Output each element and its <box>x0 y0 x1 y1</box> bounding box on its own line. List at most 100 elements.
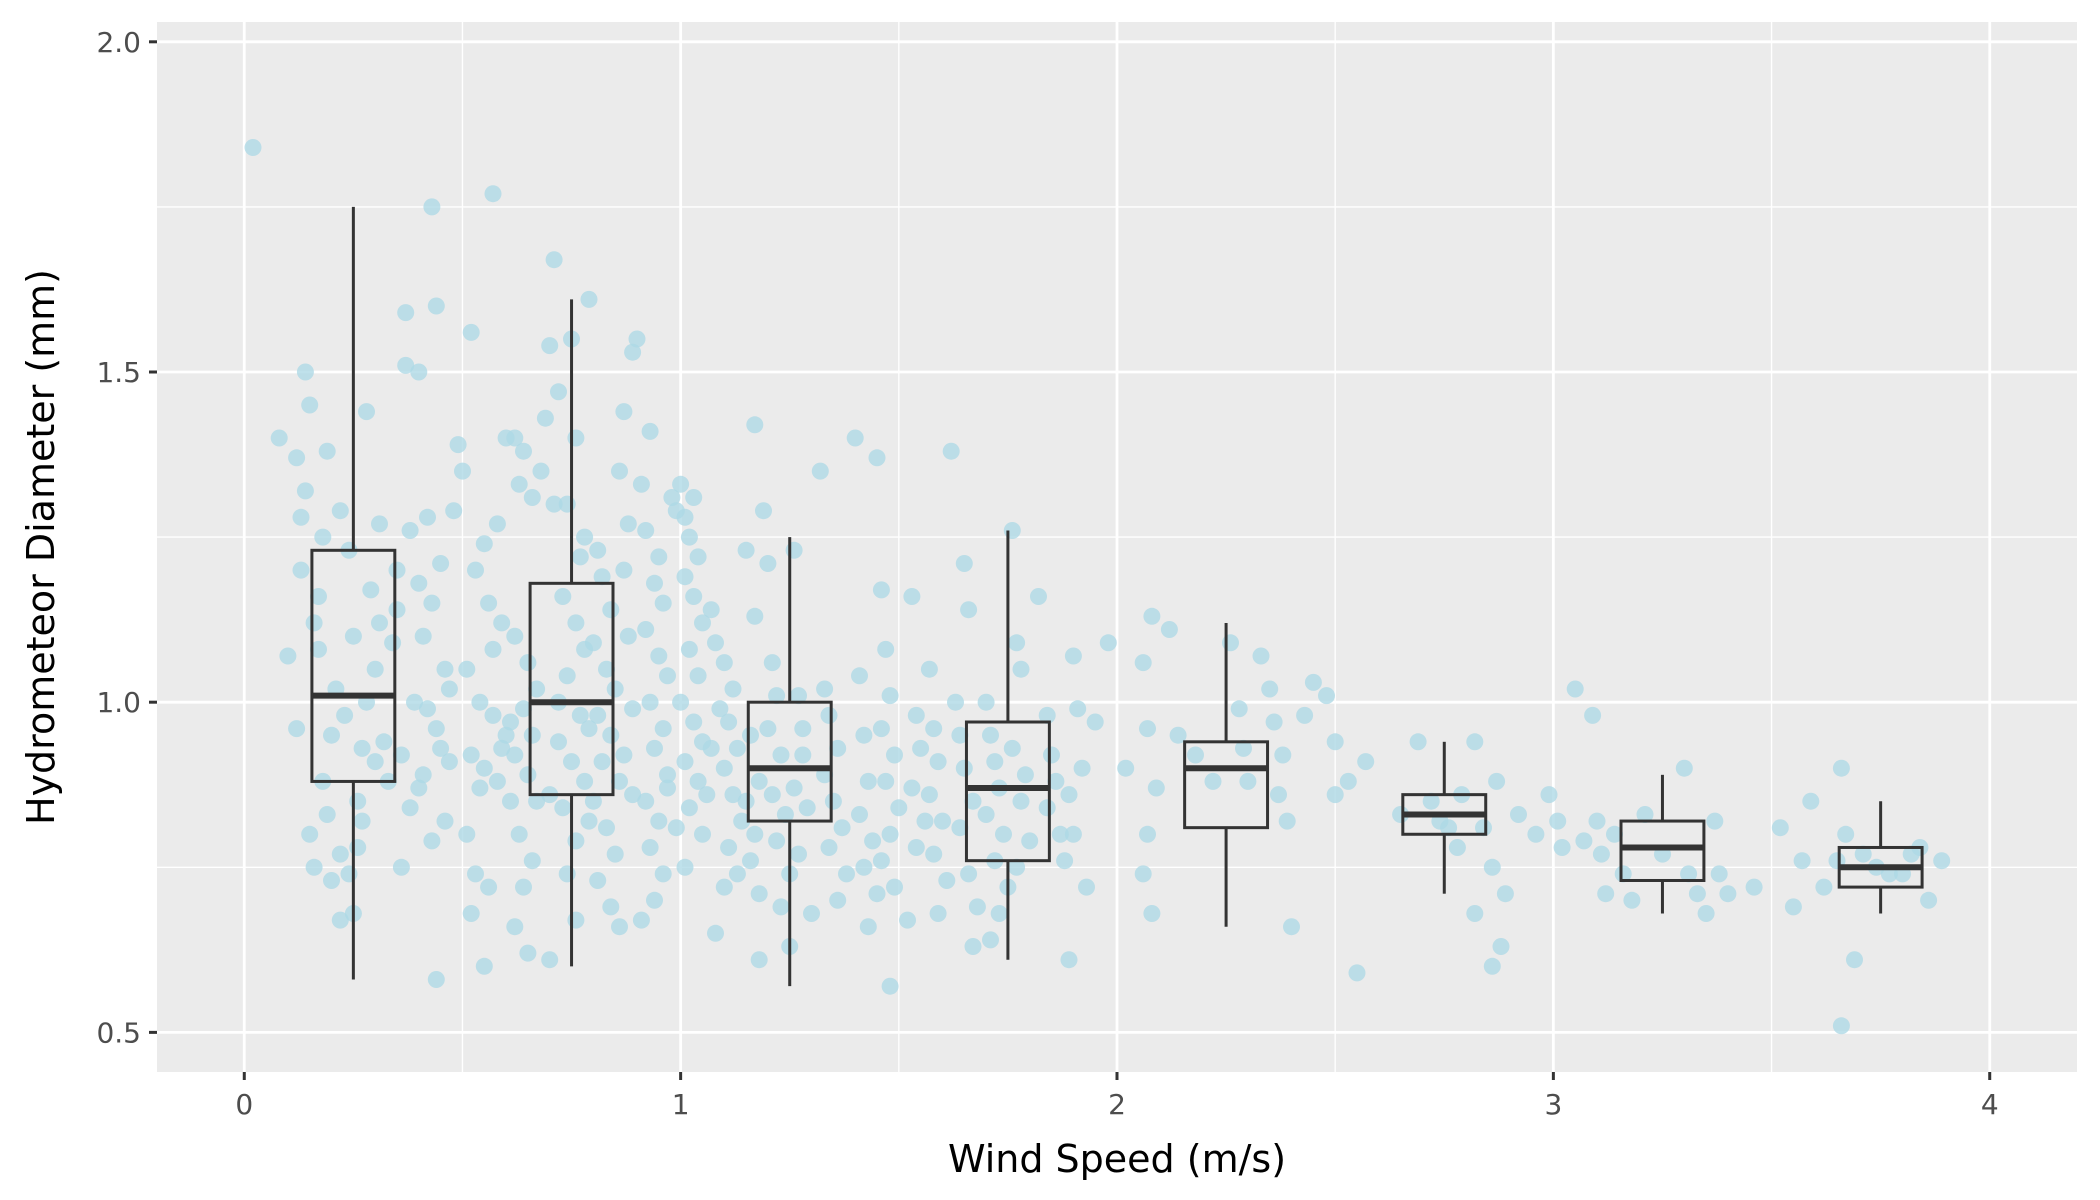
data-point <box>323 872 340 889</box>
data-point <box>567 614 585 632</box>
data-point <box>589 872 607 889</box>
data-point <box>872 852 890 870</box>
data-point <box>611 462 628 480</box>
data-point <box>1719 885 1737 903</box>
data-point <box>480 878 498 896</box>
data-point <box>742 852 759 870</box>
data-point <box>598 819 615 837</box>
data-point <box>1920 891 1938 909</box>
data-point <box>995 825 1012 843</box>
data-point <box>728 739 746 757</box>
data-point <box>423 198 441 216</box>
data-point <box>310 588 327 605</box>
data-point <box>510 825 528 843</box>
data-point <box>667 819 685 837</box>
data-point <box>663 489 681 506</box>
data-point <box>872 581 890 599</box>
data-point <box>340 865 358 883</box>
data-point <box>1392 806 1410 823</box>
data-point <box>672 475 690 493</box>
data-point <box>432 739 450 757</box>
data-point <box>1051 825 1069 843</box>
data-point <box>951 819 969 837</box>
data-point <box>772 746 790 764</box>
boxplot <box>1183 622 1270 927</box>
data-point <box>344 627 362 645</box>
box-iqr <box>310 548 397 783</box>
data-point <box>1060 951 1078 969</box>
data-point <box>746 416 764 434</box>
data-point <box>310 640 327 658</box>
data-point <box>580 812 598 830</box>
data-point <box>462 746 480 764</box>
data-point <box>654 594 672 612</box>
data-point <box>550 383 567 401</box>
data-point <box>523 489 541 506</box>
data-point <box>838 865 855 883</box>
data-point <box>523 852 541 870</box>
data-point <box>1614 865 1632 883</box>
data-point <box>488 772 506 790</box>
data-point <box>541 337 559 355</box>
data-point <box>1549 812 1567 830</box>
data-point <box>707 924 724 942</box>
data-point <box>366 753 384 771</box>
data-point <box>296 363 314 381</box>
data-point <box>515 700 532 718</box>
data-point <box>305 614 323 632</box>
data-point <box>689 548 707 566</box>
data-point <box>1697 905 1715 922</box>
data-point <box>318 442 336 460</box>
data-point <box>584 792 602 810</box>
data-point <box>1222 634 1239 652</box>
data-point <box>715 654 733 672</box>
data-point <box>392 746 410 764</box>
y-axis: 0.5 1.0 1.5 2.0 <box>96 26 157 1049</box>
data-point <box>353 812 371 830</box>
data-point <box>768 687 786 705</box>
data-point <box>1283 918 1300 936</box>
y-tick-label: 0.5 <box>96 1016 141 1049</box>
data-point <box>1016 766 1034 784</box>
data-point <box>619 515 637 533</box>
data-point <box>440 680 458 698</box>
data-point <box>702 739 720 757</box>
data-point <box>816 680 834 698</box>
data-point <box>737 541 755 559</box>
data-point <box>864 832 882 850</box>
data-point <box>694 825 711 843</box>
data-point <box>811 462 829 480</box>
data-point <box>510 475 528 493</box>
data-point <box>1252 647 1270 665</box>
data-point <box>641 693 659 711</box>
x-tick-label: 2 <box>1108 1088 1126 1121</box>
data-point <box>244 139 262 156</box>
data-point <box>680 799 698 817</box>
data-point <box>423 594 441 612</box>
data-point <box>305 858 323 876</box>
data-point <box>1854 845 1872 863</box>
data-point <box>602 601 620 619</box>
data-point <box>646 574 663 592</box>
data-point <box>925 720 943 738</box>
data-point <box>632 911 650 929</box>
data-point <box>1274 746 1292 764</box>
data-point <box>528 792 546 810</box>
data-point <box>1575 832 1593 850</box>
data-point <box>427 971 445 988</box>
data-point <box>877 640 895 658</box>
data-point <box>584 634 602 652</box>
data-point <box>401 799 419 817</box>
data-point <box>1230 700 1248 718</box>
data-point <box>790 845 807 863</box>
data-point <box>680 528 698 546</box>
data-point <box>558 495 576 513</box>
data-point <box>637 522 655 539</box>
data-point <box>851 667 868 685</box>
data-point <box>1483 957 1501 975</box>
data-point <box>890 799 908 817</box>
data-point <box>934 812 951 830</box>
data-point <box>1636 806 1654 823</box>
data-point <box>519 944 537 962</box>
data-point <box>1802 792 1820 810</box>
